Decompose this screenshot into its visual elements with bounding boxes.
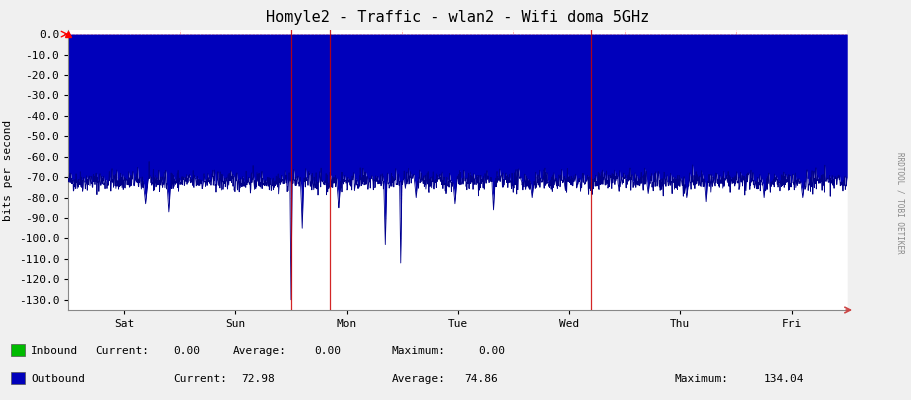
Text: Maximum:: Maximum: — [392, 346, 445, 356]
Text: Maximum:: Maximum: — [674, 374, 728, 384]
Text: Current:: Current: — [96, 346, 149, 356]
Text: Outbound: Outbound — [31, 374, 85, 384]
Text: 0.00: 0.00 — [314, 346, 342, 356]
Text: Average:: Average: — [392, 374, 445, 384]
Text: Average:: Average: — [232, 346, 286, 356]
Text: 0.00: 0.00 — [478, 346, 506, 356]
Title: Homyle2 - Traffic - wlan2 - Wifi doma 5GHz: Homyle2 - Traffic - wlan2 - Wifi doma 5G… — [266, 10, 650, 25]
Text: RRDTOOL / TOBI OETIKER: RRDTOOL / TOBI OETIKER — [896, 152, 905, 254]
Y-axis label: bits per second: bits per second — [4, 119, 14, 221]
Text: 72.98: 72.98 — [241, 374, 275, 384]
Text: 0.00: 0.00 — [173, 346, 200, 356]
Text: Inbound: Inbound — [31, 346, 78, 356]
Text: 74.86: 74.86 — [465, 374, 498, 384]
Text: 134.04: 134.04 — [763, 374, 804, 384]
Text: Current:: Current: — [173, 374, 227, 384]
